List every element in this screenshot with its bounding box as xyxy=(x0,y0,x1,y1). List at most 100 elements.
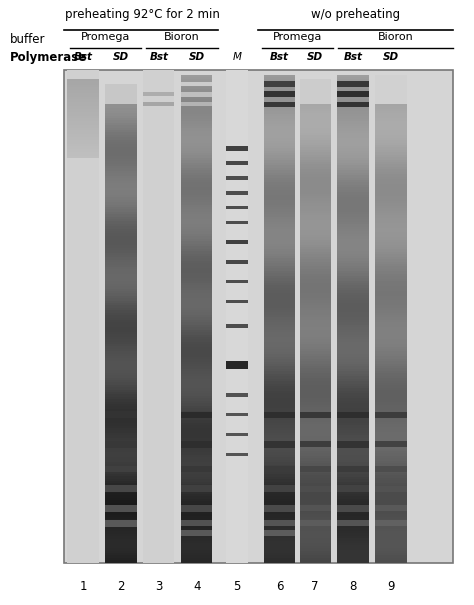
Bar xyxy=(264,332,295,335)
Text: Bst: Bst xyxy=(344,53,363,62)
Bar xyxy=(181,305,212,307)
Bar xyxy=(300,254,331,257)
Bar xyxy=(375,278,407,281)
Bar xyxy=(300,227,331,230)
Bar xyxy=(226,433,248,436)
Bar xyxy=(300,103,331,106)
Bar xyxy=(300,113,331,116)
Bar xyxy=(264,558,295,560)
Bar xyxy=(181,347,212,349)
Bar xyxy=(226,221,248,224)
Bar xyxy=(337,447,369,450)
Bar xyxy=(181,300,212,302)
Bar xyxy=(300,473,331,476)
Bar xyxy=(264,87,295,89)
Bar xyxy=(105,192,137,195)
Bar xyxy=(375,281,407,283)
Bar xyxy=(337,535,369,538)
Bar xyxy=(375,388,407,390)
Bar xyxy=(337,310,369,312)
Bar xyxy=(300,315,331,318)
Bar xyxy=(337,234,369,237)
Bar xyxy=(337,416,369,418)
Bar xyxy=(264,200,295,202)
Bar xyxy=(105,164,137,166)
Bar xyxy=(264,192,295,195)
Bar xyxy=(181,273,212,276)
Bar xyxy=(300,191,331,194)
Bar xyxy=(264,158,295,160)
Bar xyxy=(67,130,99,131)
Bar xyxy=(300,106,331,108)
Bar xyxy=(337,435,369,437)
Bar xyxy=(375,339,407,342)
Bar xyxy=(264,506,295,509)
Bar xyxy=(375,519,407,522)
Bar xyxy=(375,451,407,453)
Bar xyxy=(181,312,212,315)
Bar xyxy=(105,246,137,248)
Bar xyxy=(300,213,331,215)
Bar xyxy=(264,141,295,143)
Bar xyxy=(264,293,295,295)
Bar xyxy=(181,114,212,116)
Bar xyxy=(105,465,137,473)
Bar xyxy=(375,524,407,526)
Bar xyxy=(300,466,331,472)
Bar xyxy=(181,435,212,437)
Bar xyxy=(375,184,407,186)
Bar xyxy=(375,476,407,478)
Bar xyxy=(375,266,407,269)
Bar xyxy=(67,101,99,102)
Bar xyxy=(375,288,407,290)
Bar xyxy=(181,411,212,418)
Bar xyxy=(181,502,212,504)
Bar xyxy=(300,520,331,526)
Bar xyxy=(300,269,331,271)
Bar xyxy=(264,369,295,371)
Bar xyxy=(105,488,137,491)
Bar xyxy=(375,376,407,378)
Bar xyxy=(300,468,331,470)
Bar xyxy=(375,500,407,502)
Bar xyxy=(181,460,212,462)
Bar xyxy=(181,472,212,474)
Bar xyxy=(105,510,137,512)
Bar xyxy=(181,139,212,141)
Bar xyxy=(375,335,407,337)
Bar xyxy=(105,397,137,399)
Bar xyxy=(300,505,331,511)
Bar xyxy=(300,458,331,460)
Bar xyxy=(375,424,407,427)
Bar xyxy=(264,183,295,185)
Bar xyxy=(375,517,407,519)
Bar xyxy=(264,416,295,418)
Bar xyxy=(337,543,369,546)
Bar xyxy=(105,195,137,197)
Bar xyxy=(181,102,212,106)
Bar xyxy=(337,497,369,499)
Bar xyxy=(337,551,369,553)
Bar xyxy=(105,534,137,536)
Bar xyxy=(181,128,212,131)
Bar xyxy=(105,551,137,553)
Bar xyxy=(375,541,407,543)
Bar xyxy=(264,374,295,376)
Bar xyxy=(300,240,331,242)
Bar xyxy=(264,261,295,263)
Bar xyxy=(375,359,407,361)
Bar xyxy=(300,534,331,536)
Bar xyxy=(375,529,407,531)
Bar xyxy=(264,320,295,322)
Bar xyxy=(264,551,295,553)
Bar xyxy=(337,111,369,114)
Bar xyxy=(181,170,212,172)
Bar xyxy=(264,116,295,119)
Bar xyxy=(264,342,295,344)
Bar xyxy=(375,254,407,257)
Bar xyxy=(300,303,331,306)
Bar xyxy=(67,110,99,111)
Bar xyxy=(67,99,99,101)
Bar xyxy=(300,500,331,502)
Bar xyxy=(181,535,212,538)
